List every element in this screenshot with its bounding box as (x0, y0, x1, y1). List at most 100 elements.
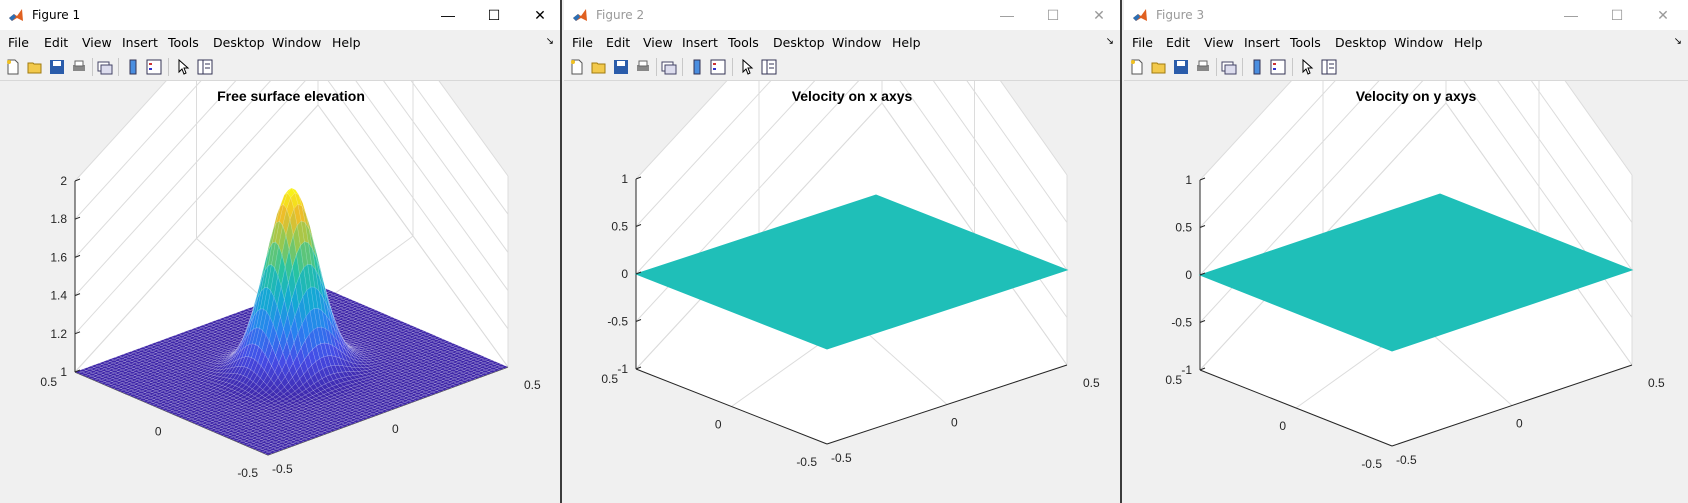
link-plot-icon[interactable] (661, 59, 677, 75)
legend-icon[interactable] (710, 59, 726, 75)
minimize-button[interactable]: — (441, 7, 455, 23)
menu-file[interactable]: File (1132, 35, 1153, 50)
property-inspector-icon[interactable] (1321, 59, 1337, 75)
colorbar-icon[interactable] (1249, 59, 1265, 75)
menu-edit[interactable]: Edit (606, 35, 631, 50)
open-file-icon[interactable] (27, 59, 43, 75)
title-bar[interactable]: Figure 3 — ☐ ✕ (1124, 0, 1688, 30)
z-tick-label: -1 (1181, 363, 1192, 377)
open-file-icon[interactable] (1151, 59, 1167, 75)
figure-window-2[interactable]: Figure 2 — ☐ ✕ File Edit View Insert Too… (564, 0, 1122, 503)
maximize-button[interactable]: ☐ (1610, 7, 1624, 23)
edit-plot-cursor-icon[interactable] (175, 59, 191, 75)
y-tick-label: -0.5 (831, 451, 852, 465)
property-inspector-icon[interactable] (197, 59, 213, 75)
floor-gridline (317, 104, 509, 368)
x-tick-label: 0 (155, 425, 162, 439)
menu-view[interactable]: View (1204, 35, 1234, 50)
figure-window-3[interactable]: Figure 3 — ☐ ✕ File Edit View Insert Too… (1124, 0, 1688, 503)
toolbar-separator (656, 58, 657, 76)
z-tick-label: 0 (1185, 268, 1192, 282)
menu-window[interactable]: Window (832, 35, 882, 50)
x-tick-label: 0.5 (1165, 373, 1182, 387)
title-bar[interactable]: Figure 1 — ☐ ✕ (0, 0, 560, 30)
y-tick-label: 0.5 (1083, 376, 1100, 390)
toolbar-separator (1216, 58, 1217, 76)
z-tick-label: 1 (60, 365, 67, 379)
z-gridline (74, 81, 509, 182)
z-tick-label: 2 (60, 174, 67, 188)
x-tick-label: -0.5 (796, 455, 817, 469)
dock-arrow-icon[interactable]: ↘ (1105, 36, 1114, 47)
menu-desktop[interactable]: Desktop (1335, 35, 1387, 50)
menu-tools[interactable]: Tools (168, 35, 199, 50)
save-icon[interactable] (613, 59, 629, 75)
print-icon[interactable] (635, 59, 651, 75)
link-plot-icon[interactable] (97, 59, 113, 75)
plot-axes[interactable]: Velocity on x axys -1 -0.5 0 0.5 1 0.5 0 -0.5 -0.… (564, 81, 1120, 503)
print-icon[interactable] (1195, 59, 1211, 75)
open-file-icon[interactable] (591, 59, 607, 75)
toolbar-separator (92, 58, 93, 76)
new-figure-icon[interactable] (1129, 59, 1145, 75)
menu-desktop[interactable]: Desktop (213, 35, 265, 50)
menu-insert[interactable]: Insert (682, 35, 718, 50)
menu-insert[interactable]: Insert (1244, 35, 1280, 50)
menu-file[interactable]: File (8, 35, 29, 50)
menu-desktop[interactable]: Desktop (773, 35, 825, 50)
property-inspector-icon[interactable] (761, 59, 777, 75)
figure-window-1[interactable]: Figure 1 — ☐ ✕ File Edit View Insert Too… (0, 0, 562, 503)
plot-axes[interactable]: Free surface elevation 1 1.2 1.4 1.6 1.8 2 0.5 0… (0, 81, 560, 503)
y-tick-label: -0.5 (1396, 453, 1417, 467)
save-icon[interactable] (49, 59, 65, 75)
link-plot-icon[interactable] (1221, 59, 1237, 75)
y-tick-label: 0 (1516, 417, 1523, 431)
menu-view[interactable]: View (82, 35, 112, 50)
new-figure-icon[interactable] (5, 59, 21, 75)
menu-edit[interactable]: Edit (1166, 35, 1191, 50)
menu-view[interactable]: View (643, 35, 673, 50)
menu-tools[interactable]: Tools (728, 35, 759, 50)
menu-bar: File Edit View Insert Tools Desktop Wind… (0, 30, 560, 54)
colorbar-icon[interactable] (689, 59, 705, 75)
close-button[interactable]: ✕ (1093, 7, 1105, 23)
maximize-button[interactable]: ☐ (1046, 7, 1060, 23)
title-bar[interactable]: Figure 2 — ☐ ✕ (564, 0, 1120, 30)
z-tick-label: 1.2 (50, 327, 67, 341)
z-tick-label: 0.5 (611, 220, 628, 234)
menu-edit[interactable]: Edit (44, 35, 69, 50)
y-tick-label: 0.5 (524, 378, 541, 392)
y-tick-label: 0 (951, 416, 958, 430)
menu-bar: File Edit View Insert Tools Desktop Wind… (564, 30, 1120, 54)
edit-plot-cursor-icon[interactable] (739, 59, 755, 75)
z-tick-label: 0 (621, 267, 628, 281)
maximize-button[interactable]: ☐ (487, 7, 501, 23)
z-gridline (74, 81, 509, 220)
x-tick-label: 0 (1279, 419, 1286, 433)
colorbar-icon[interactable] (125, 59, 141, 75)
menu-window[interactable]: Window (1394, 35, 1444, 50)
dock-arrow-icon[interactable]: ↘ (1673, 36, 1682, 47)
menu-window[interactable]: Window (272, 35, 322, 50)
menu-insert[interactable]: Insert (122, 35, 158, 50)
save-icon[interactable] (1173, 59, 1189, 75)
z-tick-label: -0.5 (607, 315, 628, 329)
legend-icon[interactable] (1270, 59, 1286, 75)
new-figure-icon[interactable] (569, 59, 585, 75)
print-icon[interactable] (71, 59, 87, 75)
minimize-button[interactable]: — (1000, 7, 1014, 23)
close-button[interactable]: ✕ (534, 7, 546, 23)
menu-help[interactable]: Help (892, 35, 921, 50)
menu-help[interactable]: Help (1454, 35, 1483, 50)
toolbar (564, 54, 1120, 81)
z-gridline (74, 81, 509, 296)
plot-axes[interactable]: Velocity on y axys -1 -0.5 0 0.5 1 0.5 0 -0.5 -0.… (1124, 81, 1686, 503)
menu-tools[interactable]: Tools (1290, 35, 1321, 50)
dock-arrow-icon[interactable]: ↘ (545, 36, 554, 47)
minimize-button[interactable]: — (1564, 7, 1578, 23)
menu-help[interactable]: Help (332, 35, 361, 50)
menu-file[interactable]: File (572, 35, 593, 50)
close-button[interactable]: ✕ (1657, 7, 1669, 23)
edit-plot-cursor-icon[interactable] (1299, 59, 1315, 75)
legend-icon[interactable] (146, 59, 162, 75)
